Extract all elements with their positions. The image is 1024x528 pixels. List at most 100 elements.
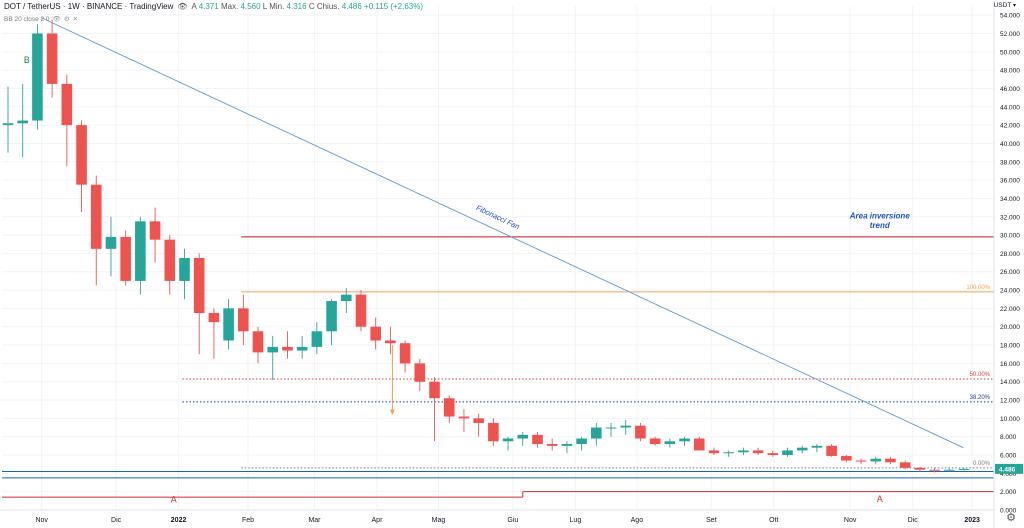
indicator-label[interactable]: BB 20 close 2 0: [4, 15, 50, 23]
y-tick-label: 44.000: [1000, 104, 1020, 111]
candle-body[interactable]: [693, 438, 705, 451]
candle-body[interactable]: [576, 438, 587, 445]
fib-level-label: 0.00%: [973, 461, 991, 467]
horizontal-lines: 100.00% 50.00% 38.20% 0.00%: [2, 236, 994, 479]
down-arrow-head: [389, 409, 395, 415]
fan-line[interactable]: [41, 17, 964, 449]
candle-body[interactable]: [767, 453, 779, 456]
candle-body[interactable]: [914, 467, 926, 470]
y-axis[interactable]: 0.000 2.000 4.000 6.000 8.000 10.000 12.000 14.…: [993, 0, 1023, 528]
candle-body[interactable]: [532, 434, 543, 445]
candle-body[interactable]: [149, 221, 161, 240]
candles[interactable]: [2, 19, 970, 473]
candle-body[interactable]: [841, 455, 852, 461]
candle-body[interactable]: [46, 33, 58, 84]
eye-icon[interactable]: 👁: [52, 16, 61, 23]
candle-body[interactable]: [296, 346, 308, 351]
candle-body[interactable]: [664, 441, 676, 445]
last-price-tag[interactable]: [995, 463, 1023, 474]
candle-body[interactable]: [311, 331, 323, 347]
candle-body[interactable]: [591, 427, 602, 439]
candle-body[interactable]: [90, 184, 102, 249]
candle-body[interactable]: [164, 239, 176, 281]
y-tick-label: 42.000: [1000, 123, 1020, 130]
candle-body[interactable]: [796, 447, 808, 451]
candle-body[interactable]: [414, 363, 426, 382]
candle-body[interactable]: [517, 434, 529, 439]
close-icon[interactable]: ✕: [72, 16, 79, 23]
candle-body[interactable]: [399, 343, 411, 364]
candle-body[interactable]: [473, 418, 484, 423]
candle-body[interactable]: [708, 450, 720, 454]
candle-body[interactable]: [870, 458, 882, 462]
candle-body[interactable]: [238, 308, 249, 332]
candle-body[interactable]: [885, 458, 896, 463]
x-axis[interactable]: Nov Dic 2022 Feb Mar Apr Mag Giu Lug Ago Set Ott Nov…: [0, 509, 994, 524]
candle-body[interactable]: [546, 444, 558, 446]
y-tick-label: 30.000: [1000, 233, 1020, 240]
candle-body[interactable]: [193, 258, 205, 313]
candle-body[interactable]: [326, 301, 337, 332]
fib-level-label: 50.00%: [970, 372, 991, 378]
candle-body[interactable]: [252, 331, 264, 353]
candle-body[interactable]: [605, 427, 617, 429]
candle-body[interactable]: [429, 381, 440, 399]
candle-body[interactable]: [561, 444, 573, 446]
candle-body[interactable]: [723, 452, 734, 454]
candle-body[interactable]: [811, 445, 823, 448]
candle-body[interactable]: [340, 294, 352, 302]
annotation: A: [877, 494, 883, 504]
candle-body[interactable]: [826, 445, 837, 456]
indicator-legend: BB 20 close 2 0 👁 ⚙ ✕: [4, 15, 79, 24]
candle-body[interactable]: [679, 438, 690, 442]
candle-body[interactable]: [385, 340, 396, 344]
candle-body[interactable]: [929, 469, 940, 471]
y-tick-label: 4.000: [1000, 471, 1017, 478]
candle-body[interactable]: [105, 236, 117, 249]
fib-level-label: 38.20%: [970, 395, 991, 401]
candle-body[interactable]: [458, 416, 470, 419]
symbol-title[interactable]: DOT / TetherUS · 1W · BINANCE · TradingV…: [4, 2, 174, 11]
candle-body[interactable]: [502, 438, 514, 442]
candle-body[interactable]: [223, 308, 234, 341]
candle-body[interactable]: [120, 236, 131, 281]
candle-body[interactable]: [2, 123, 14, 126]
y-tick-label: 50.000: [1000, 49, 1020, 56]
candle-body[interactable]: [620, 425, 632, 428]
currency-label[interactable]: USDT ▾: [994, 2, 1016, 9]
candle-body[interactable]: [958, 468, 970, 470]
settings-icon[interactable]: ⚙: [63, 16, 70, 23]
candle-body[interactable]: [17, 120, 29, 124]
annotation: A: [171, 495, 177, 505]
annotation: Area inversione: [849, 212, 911, 221]
candle-body[interactable]: [943, 469, 955, 471]
eye-icon[interactable]: 👁: [177, 2, 188, 11]
candle-body[interactable]: [649, 438, 661, 445]
candle-body[interactable]: [179, 258, 190, 281]
annotation: trend: [870, 221, 891, 230]
candle-body[interactable]: [76, 125, 87, 185]
candle-body[interactable]: [208, 312, 220, 323]
x-tick-label: Giu: [507, 517, 518, 524]
gear-icon[interactable]: ⚙: [1006, 512, 1016, 524]
candle-body[interactable]: [752, 450, 764, 454]
candle-body[interactable]: [738, 450, 749, 453]
candle-body[interactable]: [370, 326, 381, 341]
candle-body[interactable]: [61, 83, 73, 126]
x-tick-label: Nov: [844, 517, 857, 524]
candle-body[interactable]: [899, 462, 911, 468]
candle-body[interactable]: [855, 460, 867, 462]
candle-body[interactable]: [282, 346, 293, 351]
candle-body[interactable]: [488, 422, 499, 442]
candle-body[interactable]: [135, 221, 146, 281]
candle-body[interactable]: [635, 425, 646, 439]
candle-body[interactable]: [782, 450, 793, 456]
y-tick-label: 6.000: [1000, 453, 1017, 460]
candle-body[interactable]: [443, 398, 455, 417]
candle-body[interactable]: [355, 294, 367, 327]
y-tick-label: 12.000: [1000, 398, 1020, 405]
candle-body[interactable]: [267, 346, 279, 353]
candle-body[interactable]: [32, 33, 43, 121]
